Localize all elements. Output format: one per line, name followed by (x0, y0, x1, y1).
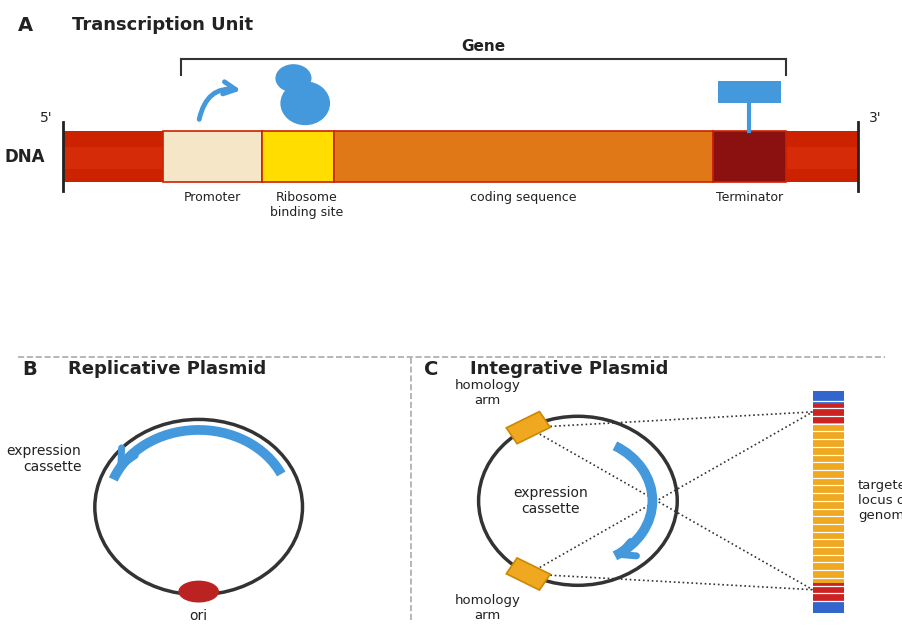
Bar (812, 416, 843, 585)
Ellipse shape (280, 81, 330, 125)
Bar (812, 601, 843, 613)
Text: Ribosome
binding site: Ribosome binding site (270, 191, 344, 219)
Ellipse shape (178, 581, 218, 602)
Text: B: B (23, 360, 37, 379)
Text: targeted
locus on
genome: targeted locus on genome (857, 480, 902, 522)
Text: 5': 5' (40, 111, 52, 125)
Bar (812, 583, 843, 601)
Text: homology
arm: homology arm (455, 379, 520, 407)
Bar (812, 391, 843, 404)
Bar (334, 131, 713, 182)
Bar (717, 81, 780, 103)
Bar (812, 403, 843, 423)
Text: Integrative Plasmid: Integrative Plasmid (469, 360, 667, 378)
Bar (713, 131, 785, 182)
Bar (63, 147, 857, 169)
Text: A: A (18, 16, 33, 34)
Bar (262, 131, 334, 182)
Text: expression
cassette: expression cassette (6, 444, 81, 474)
Bar (162, 131, 262, 182)
Text: C: C (424, 360, 438, 379)
Text: ori: ori (189, 609, 207, 623)
Text: expression
cassette: expression cassette (513, 486, 587, 516)
Ellipse shape (275, 64, 311, 93)
Polygon shape (506, 558, 549, 590)
Text: coding sequence: coding sequence (470, 191, 576, 204)
Text: Transcription Unit: Transcription Unit (72, 16, 253, 34)
Text: Terminator: Terminator (715, 191, 782, 204)
Text: DNA: DNA (5, 148, 45, 165)
Text: 3': 3' (868, 111, 880, 125)
Text: Promoter: Promoter (183, 191, 241, 204)
Text: Gene: Gene (461, 39, 504, 54)
Polygon shape (506, 411, 549, 444)
Text: Replicative Plasmid: Replicative Plasmid (68, 360, 266, 378)
Bar (63, 131, 857, 182)
Text: homology
arm: homology arm (455, 595, 520, 622)
